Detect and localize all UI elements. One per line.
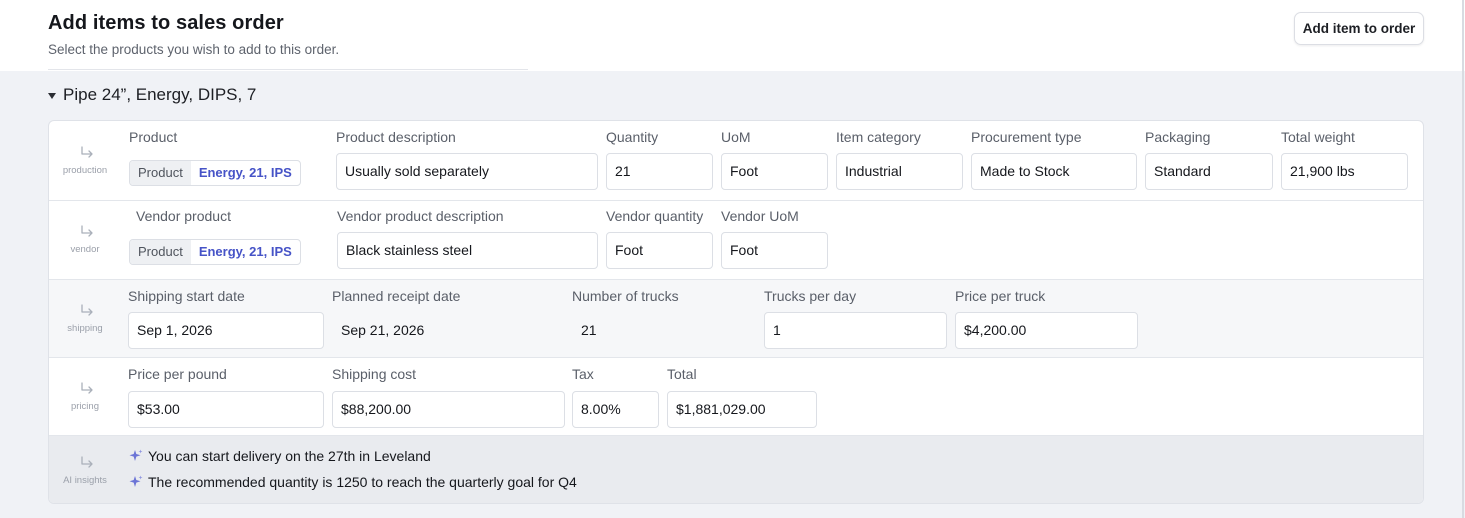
product-description-field[interactable]: Usually sold separately	[336, 153, 598, 190]
total-weight-field[interactable]: 21,900 lbs	[1281, 153, 1408, 190]
planned-receipt-date-value: Sep 21, 2026	[341, 322, 425, 338]
vendor-product-description-label: Vendor product description	[337, 208, 504, 224]
item-group-toggle[interactable]: Pipe 24”, Energy, DIPS, 7	[48, 85, 256, 105]
vendor-product-label: Vendor product	[136, 208, 231, 224]
product-chip-value: Energy, 21, IPS	[198, 165, 292, 180]
tax-label: Tax	[572, 366, 594, 382]
page-header: Add items to sales order Select the prod…	[0, 0, 1465, 71]
arrow-turn-down-right-icon	[81, 455, 93, 468]
page-title: Add items to sales order	[48, 12, 284, 34]
vendor-product-description-field[interactable]: Black stainless steel	[337, 232, 598, 269]
ai-insights-row-label: AI insights	[49, 436, 121, 503]
row-label-text: pricing	[71, 400, 99, 412]
ai-insights-row: AI insights You can start delivery on th…	[49, 436, 1423, 503]
arrow-turn-down-right-icon	[81, 145, 93, 158]
caret-down-icon	[48, 92, 56, 99]
shipping-start-date-field[interactable]: Sep 1, 2026	[128, 312, 324, 349]
arrow-turn-down-right-icon	[81, 303, 93, 316]
arrow-turn-down-right-icon	[81, 225, 93, 237]
product-chip[interactable]: Product Energy, 21, IPS	[129, 160, 301, 186]
sparkle-icon	[129, 475, 143, 487]
row-label-text: AI insights	[63, 474, 107, 486]
price-per-truck-field[interactable]: $4,200.00	[955, 312, 1138, 349]
product-description-label: Product description	[336, 129, 456, 145]
vendor-uom-field[interactable]: Foot	[721, 232, 828, 269]
item-group-title: Pipe 24”, Energy, DIPS, 7	[63, 85, 257, 104]
production-row-label: production	[49, 121, 121, 200]
item-category-field[interactable]: Industrial	[836, 153, 963, 190]
packaging-field[interactable]: Standard	[1145, 153, 1273, 190]
procurement-type-field[interactable]: Made to Stock	[971, 153, 1137, 190]
uom-field[interactable]: Foot	[721, 153, 828, 190]
product-chip-key: Product	[130, 161, 191, 185]
row-label-text: vendor	[70, 244, 100, 255]
total-field[interactable]: $1,881,029.00	[667, 391, 817, 428]
vendor-row: vendor Vendor product Product Energy, 21…	[49, 201, 1423, 280]
procurement-type-label: Procurement type	[971, 129, 1082, 145]
total-label: Total	[667, 366, 697, 382]
quantity-field[interactable]: 21	[606, 153, 713, 190]
vendor-quantity-label: Vendor quantity	[606, 208, 704, 224]
number-of-trucks-value: 21	[581, 322, 597, 338]
scrollbar-track[interactable]	[1462, 0, 1464, 518]
row-label-text: shipping	[67, 322, 103, 334]
vendor-quantity-field[interactable]: Foot	[606, 232, 713, 269]
vendor-uom-label: Vendor UoM	[721, 208, 799, 224]
row-label-text: production	[62, 164, 108, 176]
price-per-truck-label: Price per truck	[955, 288, 1046, 304]
number-of-trucks-label: Number of trucks	[572, 288, 679, 304]
ai-insight-item: The recommended quantity is 1250 to reac…	[129, 474, 577, 490]
shipping-row: shipping Shipping start date Sep 1, 2026…	[49, 280, 1423, 358]
pricing-row: pricing Price per pound $53.00 Shipping …	[49, 358, 1423, 436]
tax-field[interactable]: 8.00%	[572, 391, 659, 428]
vendor-product-chip-value: Energy, 21, IPS	[198, 244, 292, 259]
price-per-pound-field[interactable]: $53.00	[128, 391, 324, 428]
trucks-per-day-label: Trucks per day	[764, 288, 857, 304]
vendor-product-chip-key: Product	[130, 240, 191, 264]
ai-insight-text: You can start delivery on the 27th in Le…	[148, 448, 431, 464]
uom-label: UoM	[721, 129, 751, 145]
packaging-label: Packaging	[1145, 129, 1211, 145]
sparkle-icon	[129, 449, 143, 461]
trucks-per-day-field[interactable]: 1	[764, 312, 947, 349]
header-divider	[48, 69, 528, 70]
item-card: production Product Product Energy, 21, I…	[48, 120, 1424, 504]
shipping-row-label: shipping	[49, 280, 121, 357]
price-per-pound-label: Price per pound	[128, 366, 227, 382]
shipping-cost-label: Shipping cost	[332, 366, 417, 382]
ai-insight-item: You can start delivery on the 27th in Le…	[129, 448, 431, 464]
page-subtitle: Select the products you wish to add to t…	[48, 42, 340, 57]
quantity-label: Quantity	[606, 129, 659, 145]
shipping-cost-field[interactable]: $88,200.00	[332, 391, 565, 428]
production-row: production Product Product Energy, 21, I…	[49, 121, 1423, 201]
total-weight-label: Total weight	[1281, 129, 1355, 145]
shipping-start-date-label: Shipping start date	[128, 288, 245, 304]
vendor-row-label: vendor	[49, 201, 121, 279]
arrow-turn-down-right-icon	[81, 381, 93, 394]
item-category-label: Item category	[836, 129, 921, 145]
product-label: Product	[129, 129, 178, 145]
planned-receipt-date-label: Planned receipt date	[332, 288, 461, 304]
vendor-product-chip[interactable]: Product Energy, 21, IPS	[129, 239, 301, 265]
pricing-row-label: pricing	[49, 358, 121, 435]
ai-insight-text: The recommended quantity is 1250 to reac…	[148, 474, 577, 490]
add-item-to-order-button[interactable]: Add item to order	[1294, 12, 1424, 45]
